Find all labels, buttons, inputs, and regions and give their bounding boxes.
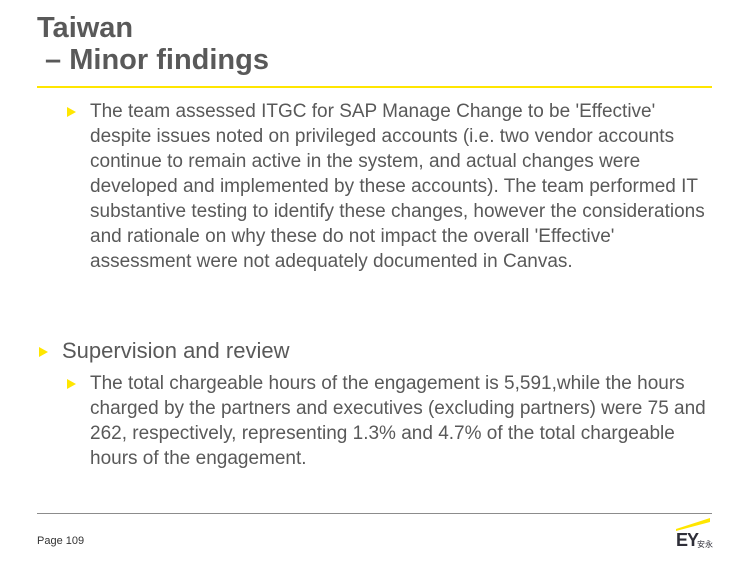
ey-logo-icon: EY 安永 (670, 515, 718, 553)
supervision-text: The total chargeable hours of the engage… (90, 373, 706, 469)
footer-divider (37, 513, 712, 514)
logo-wordmark: EY (676, 530, 699, 550)
logo-beam-icon (676, 518, 710, 531)
bullet-arrow-icon (67, 379, 76, 389)
page-number: Page 109 (37, 535, 85, 547)
logo-chinese-name: 安永 (697, 540, 713, 549)
title-divider (37, 86, 712, 88)
finding-bullet: The team assessed ITGC for SAP Manage Ch… (67, 99, 717, 274)
section-heading: Supervision and review (62, 338, 290, 363)
title-line-country: Taiwan (37, 12, 134, 44)
section-heading-bullet: Supervision and review (39, 337, 719, 365)
title-line-subtitle: – Minor findings (37, 44, 269, 76)
slide-title: Taiwan – Minor findings (37, 12, 717, 76)
bullet-arrow-icon (39, 347, 48, 357)
bullet-arrow-icon (67, 107, 76, 117)
finding-text: The team assessed ITGC for SAP Manage Ch… (90, 101, 705, 272)
supervision-bullet: The total chargeable hours of the engage… (67, 371, 717, 471)
